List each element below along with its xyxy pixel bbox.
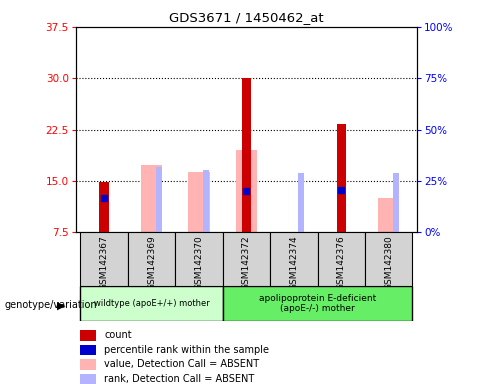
Bar [156, 167, 162, 232]
Text: rank, Detection Call = ABSENT: rank, Detection Call = ABSENT [104, 374, 255, 384]
Bar [223, 232, 270, 286]
Bar [80, 374, 96, 384]
Text: GSM142367: GSM142367 [100, 235, 109, 290]
Text: GSM142374: GSM142374 [289, 235, 298, 290]
Text: ▶: ▶ [58, 300, 66, 310]
Bar [236, 150, 257, 232]
Text: value, Detection Call = ABSENT: value, Detection Call = ABSENT [104, 359, 260, 369]
Bar [365, 232, 412, 286]
Bar [100, 182, 109, 232]
Bar [242, 78, 251, 232]
Bar [337, 124, 346, 232]
Text: GSM142369: GSM142369 [147, 235, 156, 290]
Bar [81, 232, 128, 286]
Text: apolipoprotein E-deficient
(apoE-/-) mother: apolipoprotein E-deficient (apoE-/-) mot… [259, 294, 376, 313]
Bar [378, 198, 400, 232]
Bar [318, 232, 365, 286]
Text: percentile rank within the sample: percentile rank within the sample [104, 345, 269, 355]
Bar [203, 170, 209, 232]
Bar [223, 286, 412, 321]
Bar [80, 345, 96, 356]
Text: GSM142376: GSM142376 [337, 235, 346, 290]
Text: GSM142372: GSM142372 [242, 235, 251, 290]
Bar [128, 232, 175, 286]
Bar [80, 330, 96, 341]
Bar [270, 232, 318, 286]
Bar [141, 165, 162, 232]
Title: GDS3671 / 1450462_at: GDS3671 / 1450462_at [169, 11, 324, 24]
Bar [393, 174, 399, 232]
Text: count: count [104, 330, 132, 340]
Text: genotype/variation: genotype/variation [5, 300, 98, 310]
Text: wildtype (apoE+/+) mother: wildtype (apoE+/+) mother [94, 299, 209, 308]
Bar [80, 359, 96, 370]
Text: GSM142380: GSM142380 [384, 235, 393, 290]
Text: GSM142370: GSM142370 [195, 235, 203, 290]
Bar [298, 173, 304, 232]
Bar [81, 286, 223, 321]
Bar [188, 172, 210, 232]
Bar [175, 232, 223, 286]
